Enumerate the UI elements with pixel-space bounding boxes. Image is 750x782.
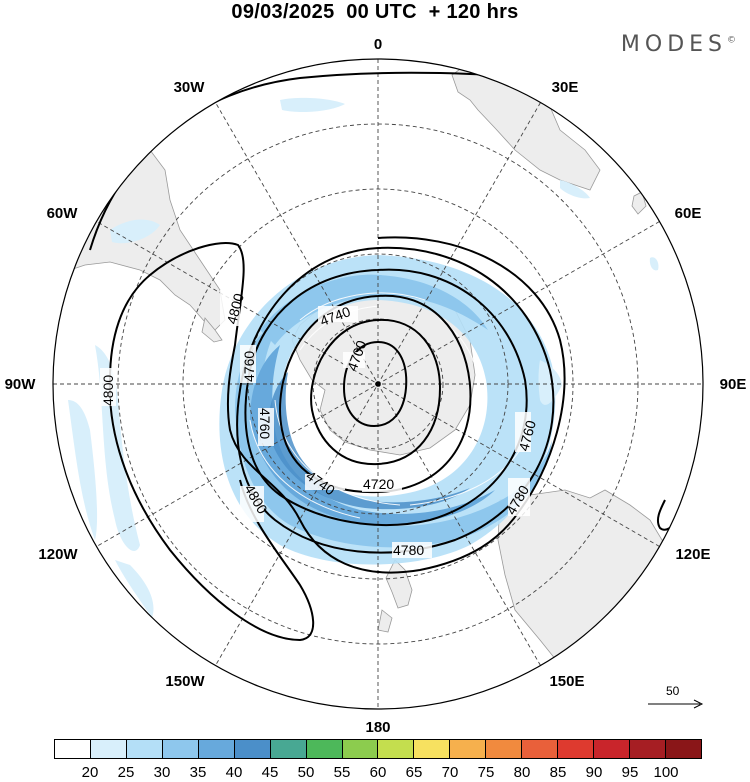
- lon-label-30w: 30W: [174, 79, 206, 96]
- colorbar-tick-label: 60: [369, 764, 387, 781]
- wind-reference: 50: [646, 684, 706, 714]
- colorbar-tick-label: 90: [585, 764, 603, 781]
- land-patagonia-tip: [201, 317, 223, 343]
- colorbar-segment: [198, 740, 235, 758]
- colorbar-segment: [558, 740, 595, 758]
- colorbar-tick-label: 55: [333, 764, 351, 781]
- colorbar-tick-label: 100: [653, 764, 679, 781]
- colorbar-tick-label: 20: [81, 764, 99, 781]
- colorbar-tick-label: 35: [189, 764, 207, 781]
- colorbar-segment: [665, 740, 701, 758]
- lon-label-30e: 30E: [552, 79, 579, 96]
- colorbar-segment: [270, 740, 307, 758]
- lon-label-0: 0: [374, 36, 382, 53]
- wind-reference-value: 50: [666, 684, 680, 698]
- colorbar-tick-label: 45: [261, 764, 279, 781]
- colorbar-segment: [234, 740, 271, 758]
- contour-4720: [310, 318, 442, 466]
- colorbar-tick-label: 40: [225, 764, 243, 781]
- colorbar-tick-label: 85: [549, 764, 567, 781]
- colorbar-segment: [522, 740, 559, 758]
- copyright-mark: ©: [727, 35, 736, 46]
- land-new-zealand-south: [377, 609, 393, 633]
- wind-reference-arrow-icon: [648, 699, 704, 709]
- colorbar-ticks: 20 25 30 35 40 45 50 55 60 65 70 75 80 85 90 95 100: [54, 764, 702, 782]
- colorbar-tick-label: 50: [297, 764, 315, 781]
- contour-label: 4780: [393, 542, 424, 558]
- lon-label-180: 180: [365, 719, 390, 736]
- lon-label-120w: 120W: [38, 546, 78, 563]
- contour-label: 4720: [363, 476, 394, 492]
- brand-name: MODES: [620, 32, 727, 57]
- south-pole-marker: [375, 381, 381, 387]
- lon-label-60w: 60W: [47, 205, 79, 222]
- map-disc: 4700 4720 4740 4740 4760 4760 4760 4780 …: [53, 59, 703, 709]
- colorbar-segment: [486, 740, 523, 758]
- colorbar-segment: [594, 740, 630, 758]
- lon-label-120e: 120E: [675, 546, 710, 563]
- contour-label: 4760: [515, 418, 539, 452]
- colorbar-tick-label: 75: [477, 764, 495, 781]
- colorbar-segment: [90, 740, 127, 758]
- longitude-labels: 0 30E 60E 90E 120E 150E 180 150W 120W 90…: [5, 36, 747, 736]
- colorbar-segment: [162, 740, 199, 758]
- contour-label: 4800: [100, 375, 116, 406]
- modes-logo: MODES©: [621, 32, 736, 57]
- contour-label: 4760: [241, 351, 257, 382]
- colorbar-segment: [630, 740, 666, 758]
- lon-label-150w: 150W: [165, 673, 205, 690]
- lon-label-150e: 150E: [549, 673, 584, 690]
- colorbar: [54, 739, 702, 759]
- colorbar-segment: [414, 740, 451, 758]
- colorbar-segment: [126, 740, 163, 758]
- lon-label-90w: 90W: [5, 376, 37, 393]
- colorbar-segment: [342, 740, 379, 758]
- colorbar-tick-label: 65: [405, 764, 423, 781]
- lon-label-60e: 60E: [675, 205, 702, 222]
- colorbar-tick-label: 95: [621, 764, 639, 781]
- contour-label: 4800: [223, 291, 247, 325]
- colorbar-tick-label: 25: [117, 764, 135, 781]
- colorbar-segment: [306, 740, 343, 758]
- colorbar-segment: [55, 740, 91, 758]
- map-title: 09/03/2025 00 UTC + 120 hrs: [231, 1, 519, 23]
- colorbar-segment: [450, 740, 487, 758]
- contour-label: 4760: [257, 408, 273, 439]
- map-border: [52, 58, 704, 710]
- colorbar-tick-label: 80: [513, 764, 531, 781]
- lon-label-90e: 90E: [720, 376, 747, 393]
- colorbar-tick-label: 70: [441, 764, 459, 781]
- colorbar-tick-label: 30: [153, 764, 171, 781]
- colorbar-segment: [378, 740, 415, 758]
